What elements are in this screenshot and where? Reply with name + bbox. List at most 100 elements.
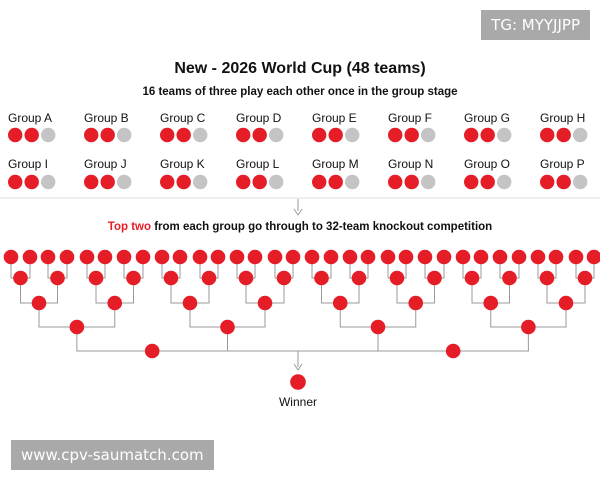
knockout-team-dot <box>97 249 113 265</box>
eliminated-team-dot <box>117 127 132 143</box>
group-label: Group P <box>540 157 585 171</box>
knockout-team-dot <box>50 270 65 286</box>
knockout-team-dot <box>314 270 329 286</box>
advancing-team-dot <box>328 127 343 143</box>
knockout-team-dot <box>521 319 536 335</box>
knockout-team-dot <box>530 249 546 265</box>
advancing-team-dot <box>464 174 479 190</box>
knockout-team-dot <box>323 249 339 265</box>
knockout-team-dot <box>332 295 348 311</box>
advancing-team-dot <box>252 174 267 190</box>
advancing-team-dot <box>160 127 175 143</box>
group-stage-subtitle: 16 teams of three play each other once i… <box>142 86 458 98</box>
knockout-team-dot <box>135 249 151 265</box>
advancing-team-dot <box>176 127 191 143</box>
advancing-team-dot <box>84 174 99 190</box>
group-13: Group M <box>312 157 360 190</box>
eliminated-team-dot <box>345 174 360 190</box>
group-label: Group D <box>236 111 282 125</box>
advancing-team-dot <box>540 174 555 190</box>
knockout-team-dot <box>445 343 461 359</box>
eliminated-team-dot <box>269 174 284 190</box>
group-label: Group E <box>312 111 357 125</box>
group-label: Group C <box>160 111 206 125</box>
knockout-team-dot <box>163 270 179 286</box>
group-14: Group N <box>388 157 436 190</box>
telegram-watermark: TG: MYYJJPP <box>481 10 590 40</box>
eliminated-team-dot <box>573 174 588 190</box>
group-5: Group E <box>312 111 360 143</box>
group-9: Group I <box>8 157 56 190</box>
advancing-team-dot <box>388 127 403 143</box>
knockout-team-dot <box>22 249 38 265</box>
knockout-team-dot <box>577 270 593 286</box>
group-3: Group C <box>160 111 208 143</box>
knockout-team-dot <box>473 249 489 265</box>
website-watermark: www.cpv-saumatch.com <box>11 440 214 470</box>
knockout-round-2 <box>144 343 461 359</box>
knockout-stage: Winner <box>3 249 600 409</box>
knockout-team-dot <box>69 319 85 335</box>
eliminated-team-dot <box>345 127 360 143</box>
group-label: Group A <box>8 111 52 125</box>
advancing-team-dot <box>236 127 251 143</box>
knockout-team-dot <box>586 249 600 265</box>
knockout-team-dot <box>417 249 433 265</box>
eliminated-team-dot <box>497 127 512 143</box>
knockout-team-dot <box>427 270 442 286</box>
eliminated-team-dot <box>421 127 436 143</box>
knockout-team-dot <box>59 249 75 265</box>
group-label: Group N <box>388 157 433 171</box>
knockout-team-dot <box>436 249 452 265</box>
advancing-team-dot <box>480 174 495 190</box>
knockout-team-dot <box>483 295 499 311</box>
advancing-team-dot <box>328 174 343 190</box>
winner-arrow-icon <box>293 351 303 371</box>
knockout-team-dot <box>285 249 301 265</box>
knockout-team-dot <box>568 249 584 265</box>
down-arrow-icon <box>293 199 303 216</box>
knockout-caption-text: from each group go through to 32-team kn… <box>151 221 493 233</box>
eliminated-team-dot <box>41 174 56 190</box>
advancing-team-dot <box>556 127 571 143</box>
eliminated-team-dot <box>193 174 208 190</box>
group-label: Group K <box>160 157 205 171</box>
advancing-team-dot <box>464 127 479 143</box>
advancing-team-dot <box>8 127 23 143</box>
group-8: Group H <box>540 111 588 143</box>
diagram-title: New - 2026 World Cup (48 teams) <box>174 60 426 77</box>
advancing-team-dot <box>84 127 99 143</box>
winner-label: Winner <box>279 395 317 409</box>
advancing-team-dot <box>388 174 403 190</box>
top-two-highlight: Top two <box>107 221 152 233</box>
eliminated-team-dot <box>41 127 56 143</box>
group-10: Group J <box>84 157 132 190</box>
group-6: Group F <box>388 111 436 143</box>
winner-dot <box>290 374 306 390</box>
advancing-team-dot <box>312 174 327 190</box>
group-label: Group O <box>464 157 510 171</box>
advancing-team-dot <box>480 127 495 143</box>
knockout-team-dot <box>144 343 160 359</box>
advancing-team-dot <box>236 174 251 190</box>
group-15: Group O <box>464 157 512 190</box>
group-label: Group I <box>8 157 48 171</box>
eliminated-team-dot <box>193 127 208 143</box>
group-2: Group B <box>84 111 132 143</box>
knockout-team-dot <box>40 249 56 265</box>
group-12: Group L <box>236 157 284 190</box>
knockout-team-dot <box>342 249 358 265</box>
eliminated-team-dot <box>497 174 512 190</box>
knockout-team-dot <box>154 249 170 265</box>
advancing-team-dot <box>540 127 555 143</box>
advancing-team-dot <box>160 174 175 190</box>
group-label: Group H <box>540 111 585 125</box>
advancing-team-dot <box>312 127 327 143</box>
group-16: Group P <box>540 157 588 190</box>
knockout-team-dot <box>247 249 263 265</box>
knockout-team-dot <box>88 270 104 286</box>
advancing-team-dot <box>100 174 115 190</box>
knockout-caption: Top two from each group go through to 32… <box>0 221 600 233</box>
